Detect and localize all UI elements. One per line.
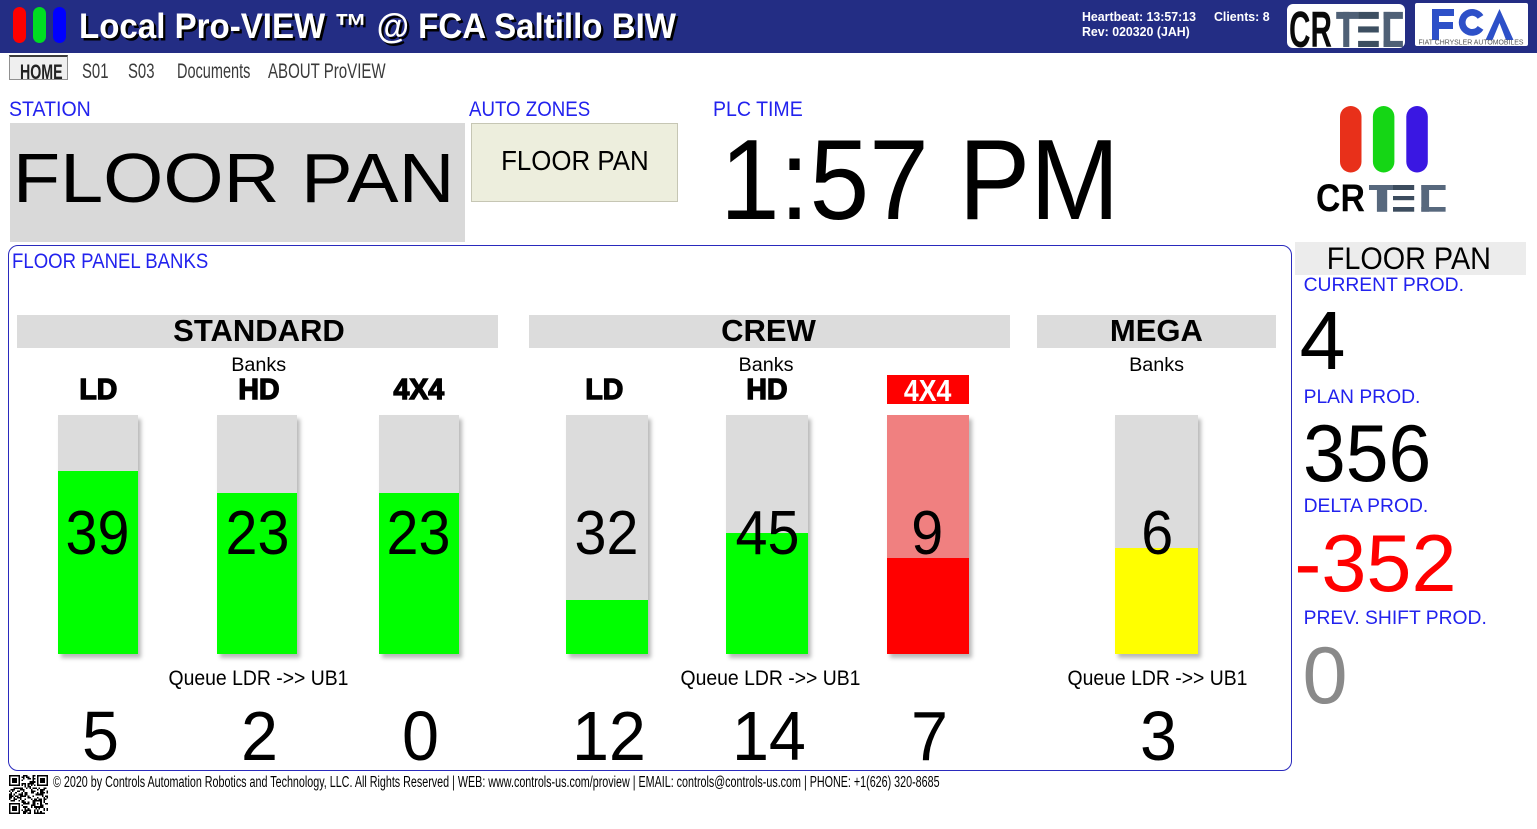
svg-text:CR: CR [1289, 4, 1332, 48]
svg-text:FIAT CHRYSLER AUTOMOBILES: FIAT CHRYSLER AUTOMOBILES [1419, 40, 1524, 47]
